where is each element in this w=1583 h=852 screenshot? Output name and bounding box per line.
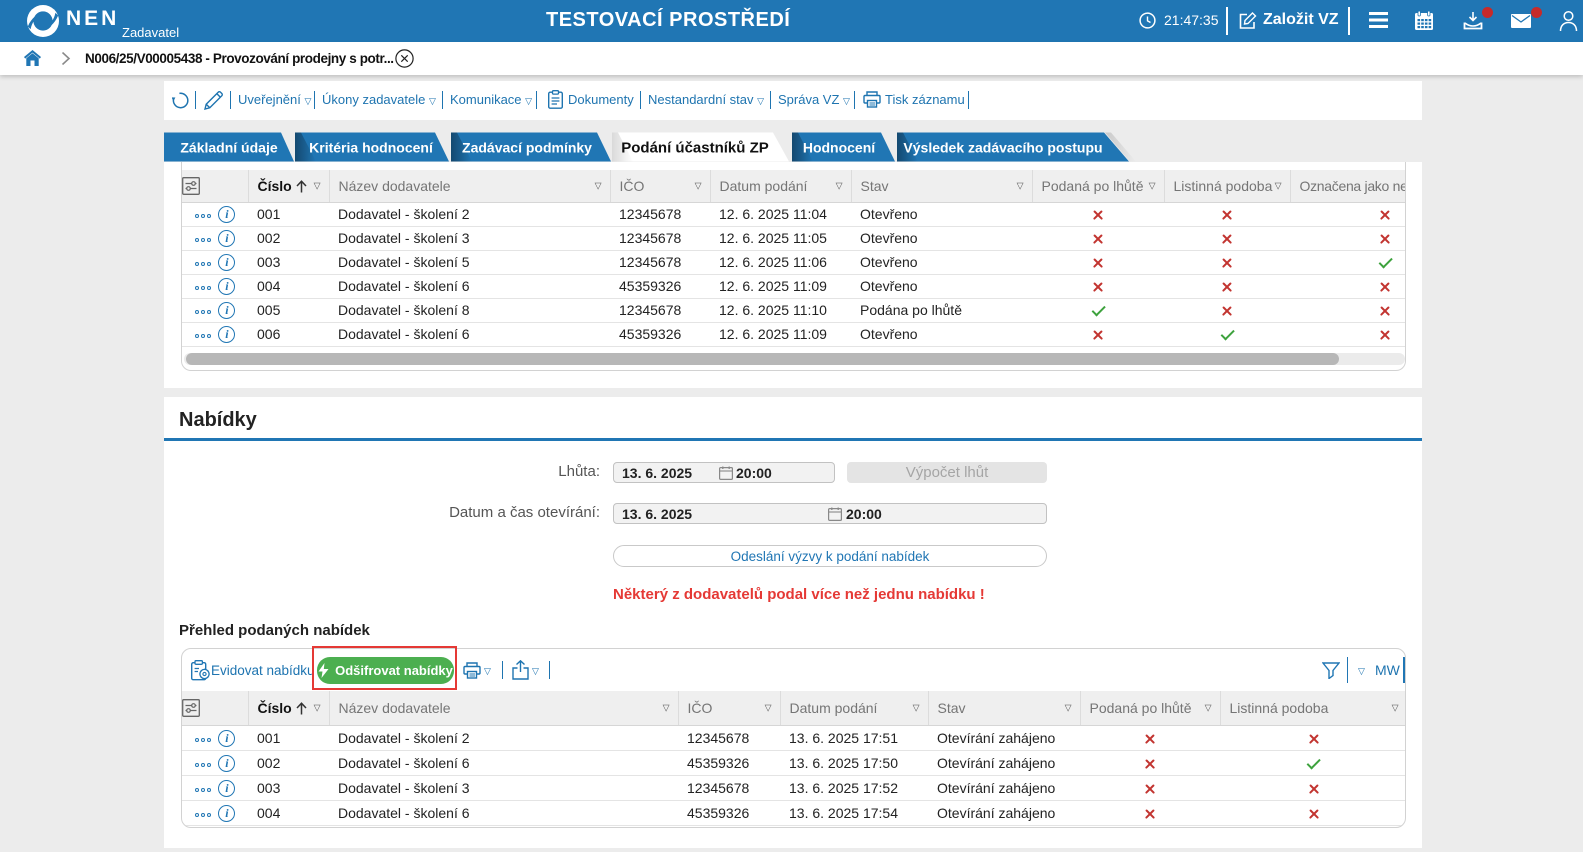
svg-text:Podání účastníků ZP: Podání účastníků ZP <box>621 140 769 157</box>
svg-text:Kritéria hodnocení: Kritéria hodnocení <box>309 140 434 156</box>
svg-text:Výsledek zadávacího postupu: Výsledek zadávacího postupu <box>903 140 1102 156</box>
svg-text:Základní údaje: Základní údaje <box>180 140 277 156</box>
svg-text:Hodnocení: Hodnocení <box>803 140 876 156</box>
svg-text:Zadávací podmínky: Zadávací podmínky <box>462 140 592 156</box>
